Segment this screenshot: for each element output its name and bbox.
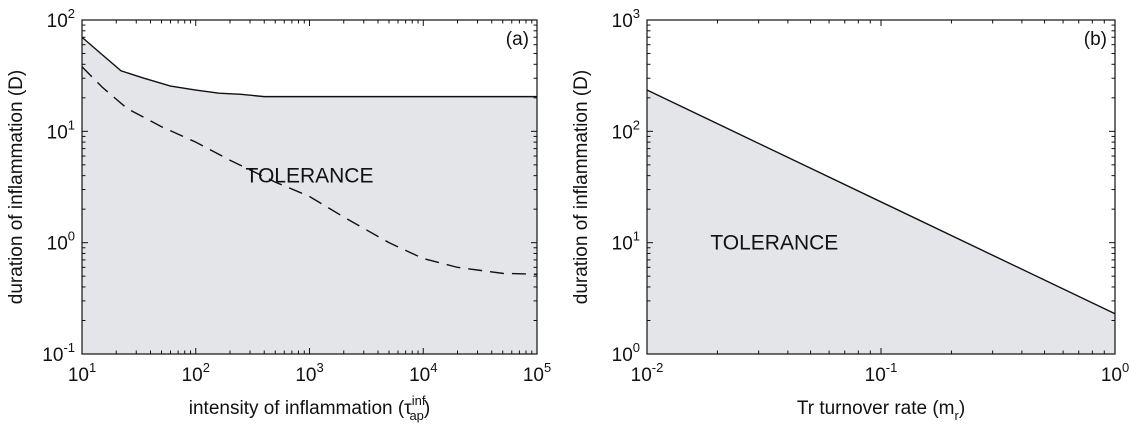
panel-label: (b) xyxy=(1084,29,1107,50)
y-tick-label: 103 xyxy=(612,6,640,32)
panel-b: 10-2 10-1 100 100 101 102 103 TOLERANCE (b) Tr tu… xyxy=(571,6,1129,423)
y-axis-label: duration of inflammation (D) xyxy=(571,70,592,304)
x-tick-label: 104 xyxy=(409,360,437,386)
tolerance-region xyxy=(82,37,537,354)
series-line-dashed xyxy=(81,66,538,275)
tolerance-region xyxy=(647,90,1115,354)
y-tick-label: 102 xyxy=(612,117,640,143)
x-tick-label: 102 xyxy=(182,360,210,386)
y-tick-label: 100 xyxy=(47,229,75,255)
y-tick-label: 102 xyxy=(47,6,75,32)
x-tick-label: 10-1 xyxy=(865,360,898,386)
series-line-solid xyxy=(646,89,1116,315)
region-label: TOLERANCE xyxy=(246,165,374,188)
x-axis-label: intensity of inflammation (τinf ap) xyxy=(189,393,430,423)
x-tick-label: 105 xyxy=(523,360,551,386)
x-axis-label: Tr turnover rate (mr) xyxy=(797,398,965,423)
panel-label: (a) xyxy=(506,29,529,50)
panel-a: 101 102 103 104 105 10-1 100 101 102 TOLERANCE (a)… xyxy=(6,6,551,423)
y-tick-label: 101 xyxy=(47,117,75,143)
x-tick-label: 101 xyxy=(68,360,96,386)
region-label: TOLERANCE xyxy=(710,232,838,255)
y-tick-label: 10-1 xyxy=(42,340,75,366)
y-tick-label: 101 xyxy=(612,229,640,255)
x-tick-label: 103 xyxy=(295,360,323,386)
x-tick-label: 10-2 xyxy=(631,360,664,386)
y-tick-label: 100 xyxy=(612,340,640,366)
x-tick-label: 100 xyxy=(1101,360,1129,386)
series-line-solid xyxy=(81,36,537,98)
y-axis-label: duration of inflammation (D) xyxy=(6,70,27,304)
